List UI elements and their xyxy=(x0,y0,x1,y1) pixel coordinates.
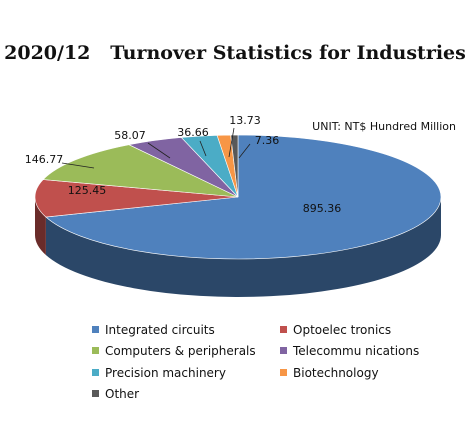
legend-item-1: Optoelec tronics xyxy=(280,322,391,338)
pie-slice-6 xyxy=(230,134,239,198)
legend-swatch-4 xyxy=(92,369,99,376)
legend-item-6: Other xyxy=(92,386,139,402)
legend-label-2: Computers & peripherals xyxy=(105,344,256,358)
legend-item-5: Biotechnology xyxy=(280,365,379,381)
pie-side-0 xyxy=(45,197,442,297)
leader-line-4 xyxy=(199,140,207,157)
data-label-2: 146.77 xyxy=(25,153,64,166)
data-label-6: 7.36 xyxy=(255,134,280,147)
leader-line-5 xyxy=(228,127,235,158)
leader-line-6 xyxy=(238,143,251,159)
legend-label-1: Optoelec tronics xyxy=(293,323,392,337)
data-label-1: 125.45 xyxy=(68,184,107,197)
legend-item-3: Telecommu nications xyxy=(280,343,419,359)
unit-label: UNIT: NT$ Hundred Million xyxy=(312,120,456,133)
legend-label-0: Integrated circuits xyxy=(105,323,215,337)
pie-slice-1 xyxy=(34,179,239,218)
legend-label-4: Precision machinery xyxy=(105,366,226,380)
data-label-4: 36.66 xyxy=(177,126,209,139)
chart-title: 2020/12 Turnover Statistics for Industri… xyxy=(4,42,466,64)
leader-line-2 xyxy=(61,162,95,169)
legend-item-2: Computers & peripherals xyxy=(92,343,256,359)
data-label-0: 895.36 xyxy=(303,202,342,215)
legend-label-5: Biotechnology xyxy=(293,366,379,380)
legend-label-3: Telecommu nications xyxy=(293,344,420,358)
pie-slice-0 xyxy=(45,134,442,260)
pie-slice-2 xyxy=(42,144,239,198)
legend-swatch-3 xyxy=(280,347,287,354)
data-label-3: 58.07 xyxy=(114,129,146,142)
legend-label-6: Other xyxy=(105,387,140,401)
leader-line-3 xyxy=(147,142,171,159)
pie-side-1 xyxy=(35,197,46,256)
legend-swatch-1 xyxy=(280,326,287,333)
legend-item-4: Precision machinery xyxy=(92,365,226,381)
legend-swatch-6 xyxy=(92,390,99,397)
data-label-5: 13.73 xyxy=(229,114,261,127)
legend-swatch-2 xyxy=(92,347,99,354)
legend-swatch-0 xyxy=(92,326,99,333)
legend-item-0: Integrated circuits xyxy=(92,322,215,338)
legend-swatch-5 xyxy=(280,369,287,376)
